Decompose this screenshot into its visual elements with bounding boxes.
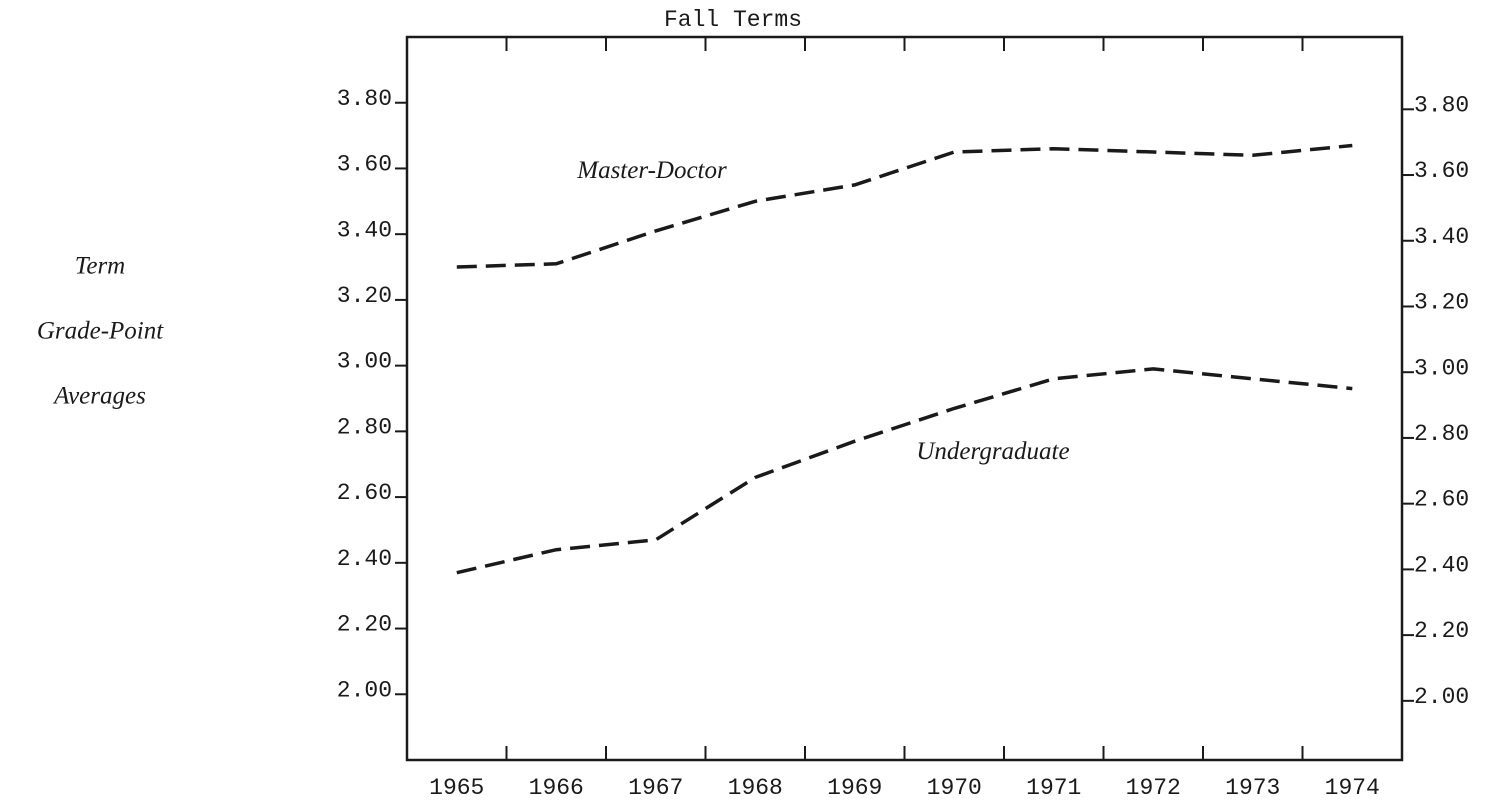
y-axis-label: Averages <box>52 383 146 410</box>
x-tick-label: 1966 <box>529 775 584 801</box>
y2-tick-label: 3.00 <box>1414 355 1469 381</box>
x-tick-label: 1969 <box>827 775 882 801</box>
x-tick-label: 1968 <box>728 775 783 801</box>
y-tick-label: 3.60 <box>337 152 392 178</box>
y-tick-label: 3.80 <box>337 86 392 112</box>
y2-tick-label: 3.20 <box>1414 290 1469 316</box>
y-axis-label: Grade-Point <box>37 318 164 345</box>
series-line <box>456 367 1353 575</box>
y2-tick-label: 2.20 <box>1414 618 1469 644</box>
y-tick-label: 2.80 <box>337 414 392 440</box>
x-tick-label: 1972 <box>1126 775 1181 801</box>
y-tick-label: 2.00 <box>337 677 392 703</box>
y-tick-label: 3.20 <box>337 283 392 309</box>
y2-tick-label: 2.60 <box>1414 487 1469 513</box>
y-tick-label: 2.60 <box>337 480 392 506</box>
y-tick-label: 3.00 <box>337 349 392 375</box>
y-axis-label: Term <box>75 253 126 280</box>
x-tick-label: 1971 <box>1026 775 1081 801</box>
x-tick-label: 1965 <box>429 775 484 801</box>
y2-tick-label: 3.40 <box>1414 224 1469 250</box>
y-tick-label: 3.40 <box>337 217 392 243</box>
series-label: Undergraduate <box>916 438 1069 465</box>
series-label: Master-Doctor <box>576 157 727 184</box>
y2-tick-label: 2.80 <box>1414 421 1469 447</box>
x-tick-label: 1970 <box>927 775 982 801</box>
chart-title: Fall Terms <box>664 7 802 33</box>
series-line <box>456 143 1353 269</box>
x-tick-label: 1974 <box>1325 775 1380 801</box>
y2-tick-label: 3.80 <box>1414 92 1469 118</box>
y2-tick-label: 2.40 <box>1414 552 1469 578</box>
y2-tick-label: 3.60 <box>1414 158 1469 184</box>
y2-tick-label: 2.00 <box>1414 684 1469 710</box>
plot-frame <box>405 35 1404 762</box>
y-tick-label: 2.20 <box>337 612 392 638</box>
y-tick-label: 2.40 <box>337 546 392 572</box>
x-tick-label: 1973 <box>1225 775 1280 801</box>
x-tick-label: 1967 <box>628 775 683 801</box>
